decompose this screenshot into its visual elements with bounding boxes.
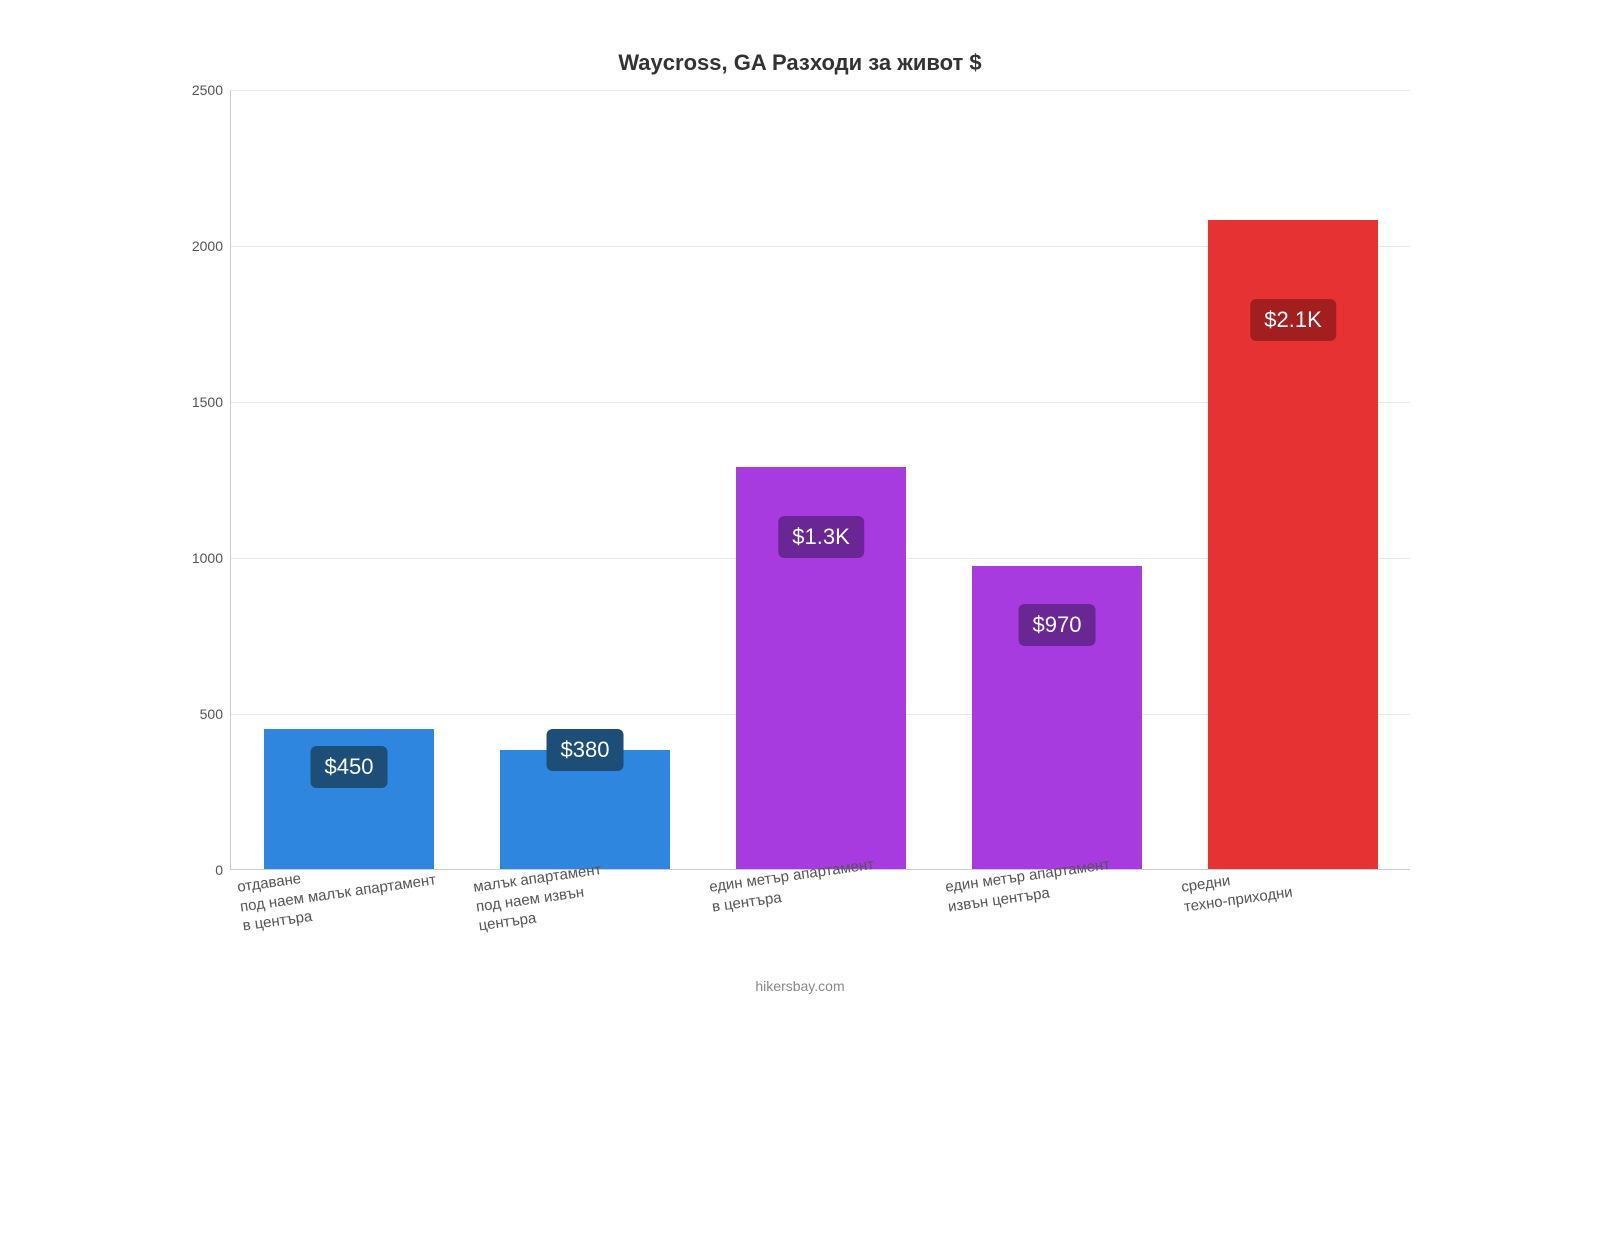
- grid-line: [231, 90, 1410, 91]
- x-axis-labels: отдаване под наем малък апартамент в цен…: [230, 874, 1410, 994]
- attribution-text: hikersbay.com: [160, 978, 1440, 994]
- y-tick-label: 2000: [181, 238, 223, 254]
- value-badge: $970: [1019, 604, 1096, 646]
- y-tick-label: 0: [181, 862, 223, 878]
- x-tick-label: средни техно-приходни: [1180, 863, 1294, 917]
- chart-container: Waycross, GA Разходи за живот $ 0 500 1000…: [160, 40, 1440, 1000]
- y-tick-label: 500: [181, 706, 223, 722]
- value-badge: $2.1K: [1250, 299, 1336, 341]
- y-tick-label: 2500: [181, 82, 223, 98]
- y-tick-label: 1000: [181, 550, 223, 566]
- chart-title: Waycross, GA Разходи за живот $: [160, 40, 1440, 82]
- y-tick-label: 1500: [181, 394, 223, 410]
- plot-area: 05001000150020002500$450$380$1.3K$970$2.…: [230, 90, 1410, 870]
- value-badge: $380: [547, 729, 624, 771]
- value-badge: $1.3K: [778, 516, 864, 558]
- value-badge: $450: [311, 746, 388, 788]
- x-tick-label: малък апартамент под наем извън центъра: [472, 860, 608, 936]
